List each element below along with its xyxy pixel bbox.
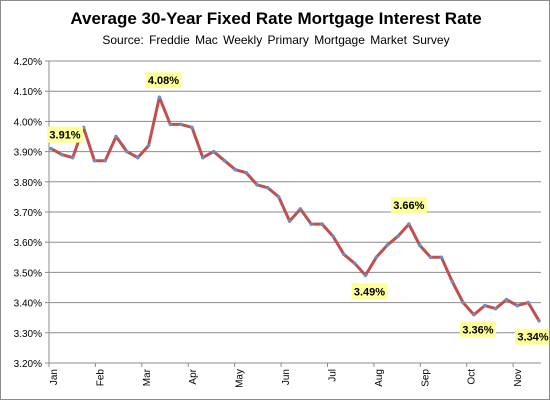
data-point xyxy=(287,219,292,223)
data-annotations: 3.91% 4.08% 3.49% 3.66% 3.36% 3.34% xyxy=(47,72,549,345)
data-point xyxy=(515,303,520,308)
data-point xyxy=(125,149,129,154)
annotation-box xyxy=(351,283,388,300)
data-label: 3.66% xyxy=(393,200,424,212)
x-tick-label: May xyxy=(235,369,246,388)
data-point xyxy=(244,170,248,175)
data-point xyxy=(266,186,270,190)
x-tick-label: Feb xyxy=(95,369,106,387)
data-point xyxy=(450,279,455,284)
data-point xyxy=(363,273,368,278)
data-point xyxy=(157,95,162,100)
data-point xyxy=(298,207,303,211)
chart-title: Average 30-Year Fixed Rate Mortgage Inte… xyxy=(70,9,482,28)
data-point xyxy=(526,300,530,305)
data-point xyxy=(417,243,422,248)
data-point xyxy=(396,234,400,238)
data-label: 3.34% xyxy=(517,332,548,344)
data-point xyxy=(439,255,444,260)
series-markers xyxy=(49,95,541,323)
data-point xyxy=(211,149,216,154)
data-point xyxy=(135,155,140,160)
y-tick-label: 3.70% xyxy=(14,208,42,219)
data-point xyxy=(385,243,389,248)
data-point xyxy=(472,312,476,317)
axes: 4.20% 4.10% 4.00% 3.90% 3.80% 3.70% 3.60% 3.50%… xyxy=(14,57,541,388)
x-tick-label: Sep xyxy=(420,369,431,387)
data-point xyxy=(461,300,465,305)
x-tick-label: Nov xyxy=(513,369,524,387)
x-tick-label: Jun xyxy=(281,369,292,385)
data-point xyxy=(320,222,324,226)
data-label: 3.36% xyxy=(462,325,493,337)
y-tick-label: 4.20% xyxy=(14,57,42,68)
annotation-box xyxy=(390,197,427,214)
x-tick-label: Jul xyxy=(327,369,338,382)
data-label: 3.49% xyxy=(354,286,385,298)
annotation-box xyxy=(145,72,182,89)
data-point xyxy=(352,261,357,266)
data-point xyxy=(233,167,238,172)
data-point xyxy=(222,158,227,163)
annotation-box xyxy=(459,321,496,338)
data-point xyxy=(201,155,205,160)
annotation-box xyxy=(47,126,83,143)
data-point xyxy=(428,255,433,260)
annotation-box xyxy=(515,328,549,345)
gridlines xyxy=(49,60,541,364)
data-point xyxy=(70,155,75,160)
data-point xyxy=(179,122,183,127)
data-point xyxy=(49,146,53,151)
data-point xyxy=(190,125,194,130)
data-point xyxy=(407,222,411,226)
y-tick-label: 4.00% xyxy=(14,117,42,128)
data-label: 3.91% xyxy=(49,130,80,142)
data-point xyxy=(504,297,509,302)
data-point xyxy=(92,158,97,163)
data-point xyxy=(331,234,335,238)
y-tick-label: 3.40% xyxy=(14,299,42,310)
y-tick-label: 3.90% xyxy=(14,148,42,159)
y-tick-label: 3.50% xyxy=(14,268,42,279)
y-tick-label: 3.20% xyxy=(14,359,42,370)
x-tick-label: Jan xyxy=(49,369,60,385)
data-label: 4.08% xyxy=(148,75,179,87)
data-point xyxy=(60,152,64,157)
x-tick-label: Aug xyxy=(374,369,385,387)
data-point xyxy=(482,303,487,308)
y-tick-label: 3.60% xyxy=(14,238,42,249)
data-point xyxy=(309,222,314,226)
x-tick-label: Oct xyxy=(467,369,478,385)
data-point xyxy=(103,158,108,163)
data-point xyxy=(493,306,498,311)
x-tick-label: Mar xyxy=(142,368,153,386)
data-point xyxy=(537,318,541,323)
series-line xyxy=(49,95,541,323)
y-tick-label: 3.80% xyxy=(14,178,42,189)
data-point xyxy=(374,255,379,260)
data-point xyxy=(168,122,173,127)
series-line-path xyxy=(49,95,541,323)
data-point xyxy=(255,183,259,187)
y-tick-label: 3.30% xyxy=(14,329,42,340)
chart-subtitle: Source: Freddie Mac Weekly Primary Mortg… xyxy=(102,33,450,47)
data-point xyxy=(342,252,346,257)
x-tick-label: Apr xyxy=(188,368,199,384)
data-point xyxy=(276,195,281,199)
data-point xyxy=(114,134,118,139)
y-tick-label: 4.10% xyxy=(14,87,42,98)
data-point xyxy=(146,143,151,148)
